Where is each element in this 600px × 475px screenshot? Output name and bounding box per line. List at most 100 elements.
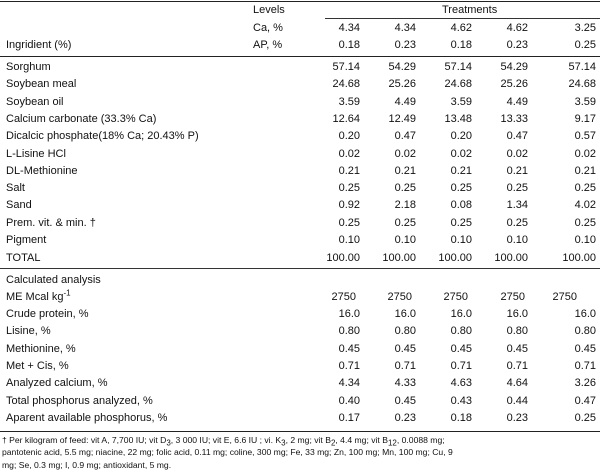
ingredient-value: 0.25 — [506, 216, 528, 229]
ingredient-value: 0.02 — [338, 147, 360, 160]
ingredient-name: Salt — [6, 182, 25, 195]
ingredient-value: 24.68 — [568, 78, 596, 91]
ingredient-value: 24.68 — [444, 78, 472, 91]
analysis-value: 0.45 — [506, 342, 528, 355]
header-rule — [0, 56, 600, 57]
ingredient-value: 24.68 — [332, 78, 360, 91]
ingredient-value: 100.00 — [438, 252, 472, 265]
ap-value: 0.23 — [394, 39, 416, 51]
ingredient-value: 0.08 — [450, 199, 472, 212]
ap-label: AP, % — [253, 39, 283, 51]
me-value: 2750 — [387, 291, 412, 303]
ingredient-value: 9.17 — [574, 112, 596, 125]
ap-value: 0.25 — [574, 39, 596, 51]
ingredient-name: Soybean meal — [6, 78, 77, 91]
analysis-name: Aparent available phosphorus, % — [6, 411, 168, 424]
ingredient-value: 0.25 — [574, 216, 596, 229]
ingredient-value: 0.20 — [338, 130, 360, 143]
analysis-value: 16.0 — [338, 308, 360, 320]
analysis-value: 0.47 — [574, 394, 596, 407]
me-value: 2750 — [331, 291, 356, 303]
analysis-name: Methionine, % — [6, 342, 76, 355]
ingredient-value: 0.02 — [506, 147, 528, 160]
ingredient-value: 0.21 — [394, 164, 416, 177]
ingredient-value: 0.02 — [394, 147, 416, 160]
ingredient-value: 0.21 — [450, 164, 472, 177]
analysis-value: 0.80 — [450, 325, 472, 338]
analysis-value: 4.63 — [450, 377, 472, 390]
analysis-value: 4.34 — [338, 377, 360, 390]
ingredient-value: 25.26 — [388, 78, 416, 91]
analysis-value: 0.25 — [574, 411, 596, 424]
analysis-value: 0.43 — [450, 394, 472, 407]
total-rule — [0, 268, 600, 269]
analysis-value: 0.71 — [338, 359, 360, 372]
analysis-value: 0.45 — [450, 342, 472, 355]
ingredient-value: 0.21 — [574, 164, 596, 177]
ingredient-value: 0.10 — [574, 234, 596, 246]
ingredient-value: 13.33 — [500, 112, 528, 125]
ingredient-value: 13.48 — [444, 112, 472, 125]
analysis-name: Total phosphorus analyzed, % — [6, 394, 153, 407]
ingredient-value: 100.00 — [562, 252, 596, 265]
analysis-name: Lisine, % — [6, 325, 51, 338]
analysis-value: 0.71 — [450, 359, 472, 372]
footnote: † Per kilogram of feed: vit A, 7,700 IU;… — [2, 434, 598, 471]
analysis-value: 0.45 — [338, 342, 360, 355]
ingredient-value: 0.20 — [450, 130, 472, 143]
ingredient-name: Dicalcic phosphate(18% Ca; 20.43% P) — [6, 130, 199, 143]
ingredient-value: 2.18 — [394, 199, 416, 212]
me-value: 2750 — [552, 291, 577, 303]
ingredient-name: Calcium carbonate (33.3% Ca) — [6, 112, 157, 125]
analysis-value: 4.64 — [506, 377, 528, 390]
ingredient-value: 3.59 — [574, 95, 596, 108]
analysis-value: 0.45 — [394, 394, 416, 407]
ingredient-value: 57.14 — [332, 61, 360, 73]
analysis-value: 16.0 — [506, 308, 528, 320]
ingredient-value: 0.25 — [506, 182, 528, 195]
ingredient-value: 100.00 — [382, 252, 416, 265]
ingredient-value: 12.49 — [388, 112, 416, 125]
analysis-value: 0.23 — [506, 411, 528, 424]
analysis-value: 16.0 — [394, 308, 416, 320]
analysis-value: 4.33 — [394, 377, 416, 390]
ingredient-value: 0.92 — [338, 199, 360, 212]
bottom-rule — [0, 431, 600, 432]
footnote-line-2: pantotenic acid, 5.5 mg; niacine, 22 mg;… — [2, 447, 453, 458]
ingredient-name: Soybean oil — [6, 95, 64, 108]
ingredient-value: 0.10 — [506, 234, 528, 246]
ingredient-name: DL-Methionine — [6, 164, 78, 177]
analysis-value: 0.18 — [450, 411, 472, 424]
ingredient-value: 0.02 — [450, 147, 472, 160]
analysis-title: Calculated analysis — [6, 274, 101, 286]
footnote-line-1: † Per kilogram of feed: vit A, 7,700 IU;… — [2, 435, 445, 448]
analysis-name: Met + Cis, % — [6, 359, 69, 372]
analysis-value: 0.80 — [506, 325, 528, 338]
analysis-value: 0.23 — [394, 411, 416, 424]
ingredient-value: 0.25 — [450, 216, 472, 229]
analysis-value: 0.45 — [574, 342, 596, 355]
me-value: 2750 — [443, 291, 468, 303]
ca-value: 4.34 — [338, 22, 360, 34]
ingredient-value: 54.29 — [500, 61, 528, 73]
analysis-value: 0.80 — [338, 325, 360, 338]
ingredient-value: 0.25 — [338, 216, 360, 229]
ingredient-value: 0.25 — [394, 182, 416, 195]
ingredient-value: 100.00 — [326, 252, 360, 265]
analysis-name: Crude protein, % — [6, 308, 89, 320]
ingredient-value: 12.64 — [332, 112, 360, 125]
analysis-value: 0.80 — [394, 325, 416, 338]
ingredient-value: 3.59 — [338, 95, 360, 108]
ap-value: 0.18 — [450, 39, 472, 51]
analysis-value: 16.0 — [450, 308, 472, 320]
levels-label: Levels — [253, 4, 285, 16]
ingredient-name: L-Lisine HCl — [6, 147, 66, 160]
analysis-value: 3.26 — [574, 377, 596, 390]
me-label: ME Mcal kg-1 — [6, 288, 71, 303]
treatments-label: Treatments — [442, 4, 498, 16]
ingredient-value: 4.49 — [506, 95, 528, 108]
top-rule — [0, 1, 600, 2]
ingredient-value: 0.25 — [450, 182, 472, 195]
ingredient-value: 1.34 — [506, 199, 528, 212]
